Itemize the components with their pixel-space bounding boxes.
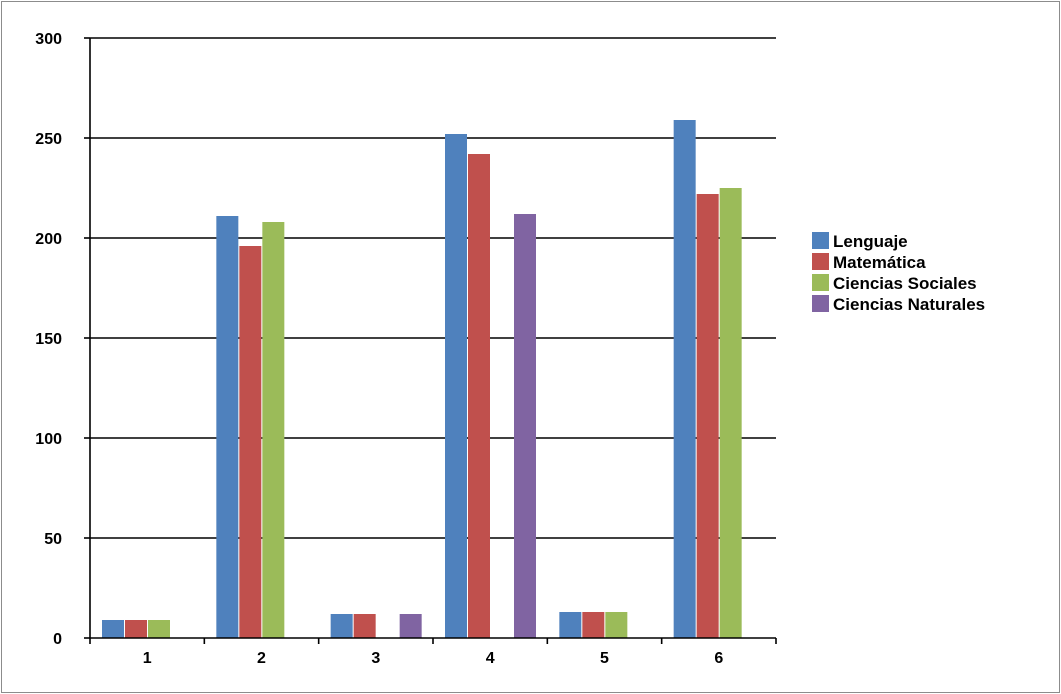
bar-matemática-4 <box>468 154 490 638</box>
bar-ciencias-sociales-5 <box>605 612 628 638</box>
axes <box>89 38 777 644</box>
bar-ciencias-sociales-2 <box>262 222 285 638</box>
bar-lenguaje-3 <box>330 614 353 638</box>
bar-matemática-5 <box>582 612 605 638</box>
y-tick-label: 300 <box>35 31 62 48</box>
x-tick-labels: 1 2 3 4 5 6 <box>143 650 724 667</box>
legend-label: Ciencias Naturales <box>833 295 985 314</box>
y-tick-label: 200 <box>35 231 62 248</box>
bar-matemática-2 <box>239 246 262 638</box>
bar-matemática-1 <box>125 620 147 638</box>
bar-matemática-3 <box>353 614 376 638</box>
y-tick-label: 0 <box>53 631 62 648</box>
y-tick-label: 250 <box>35 131 62 148</box>
legend-label: Matemática <box>833 253 926 272</box>
legend: Lenguaje Matemática Ciencias Sociales Cienc… <box>812 232 985 314</box>
y-tick-label: 100 <box>35 431 62 448</box>
y-tick-labels: 0 50 100 150 200 250 300 <box>35 31 62 648</box>
x-tick-label: 5 <box>600 650 609 667</box>
legend-label: Lenguaje <box>833 232 908 251</box>
x-tick-label: 4 <box>486 650 495 667</box>
y-tick-label: 150 <box>35 331 62 348</box>
bar-lenguaje-4 <box>445 134 467 638</box>
bar-lenguaje-5 <box>559 612 582 638</box>
legend-swatch <box>812 253 829 270</box>
x-tick-label: 6 <box>714 650 723 667</box>
bar-ciencias-naturales-4 <box>514 214 536 638</box>
bar-ciencias-sociales-1 <box>148 620 170 638</box>
gridlines <box>84 37 776 639</box>
bar-matemática-6 <box>696 194 719 638</box>
legend-label: Ciencias Sociales <box>833 274 977 293</box>
legend-swatch <box>812 295 829 312</box>
bar-lenguaje-6 <box>673 120 696 638</box>
legend-swatch <box>812 232 829 249</box>
y-tick-label: 50 <box>44 531 62 548</box>
bar-ciencias-naturales-3 <box>399 614 422 638</box>
legend-swatch <box>812 274 829 291</box>
bars <box>102 120 742 638</box>
x-tick-label: 2 <box>257 650 266 667</box>
bar-lenguaje-2 <box>216 216 239 638</box>
bar-lenguaje-1 <box>102 620 124 638</box>
x-tick-label: 1 <box>143 650 152 667</box>
bar-ciencias-sociales-6 <box>719 188 742 638</box>
x-tick-label: 3 <box>371 650 380 667</box>
